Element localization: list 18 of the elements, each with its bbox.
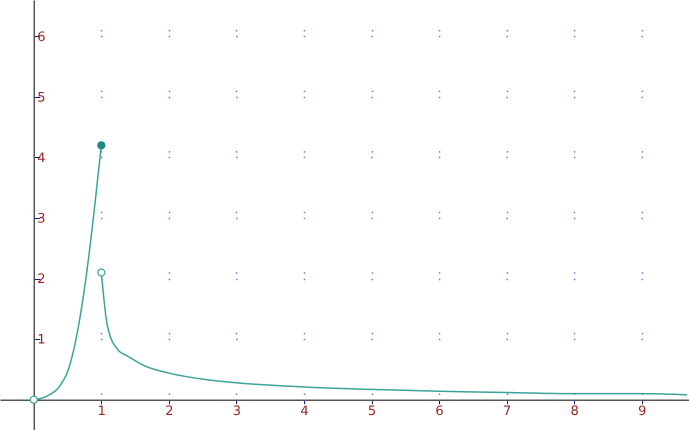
- x-tick-label: 1: [98, 404, 106, 420]
- y-tick-label: 6: [37, 30, 46, 45]
- point: [97, 141, 106, 150]
- x-tick-label: 6: [435, 404, 444, 420]
- x-tick-label: 3: [232, 404, 242, 420]
- y-tick-label: 3: [37, 212, 46, 227]
- y-tick-label: 2: [37, 272, 46, 288]
- x-tick-label: 2: [165, 404, 174, 420]
- x-tick-label: 8: [570, 404, 579, 420]
- point: [30, 396, 38, 404]
- y-tick-label: 4: [37, 150, 46, 166]
- x-tick-label: 9: [638, 404, 646, 420]
- y-tick-label: 5: [37, 90, 46, 106]
- x-tick-label: 5: [368, 404, 376, 420]
- y-tick-label: 1: [37, 332, 46, 348]
- x-tick-label: 4: [300, 404, 309, 420]
- point: [97, 268, 106, 277]
- x-tick-label: 7: [502, 404, 512, 420]
